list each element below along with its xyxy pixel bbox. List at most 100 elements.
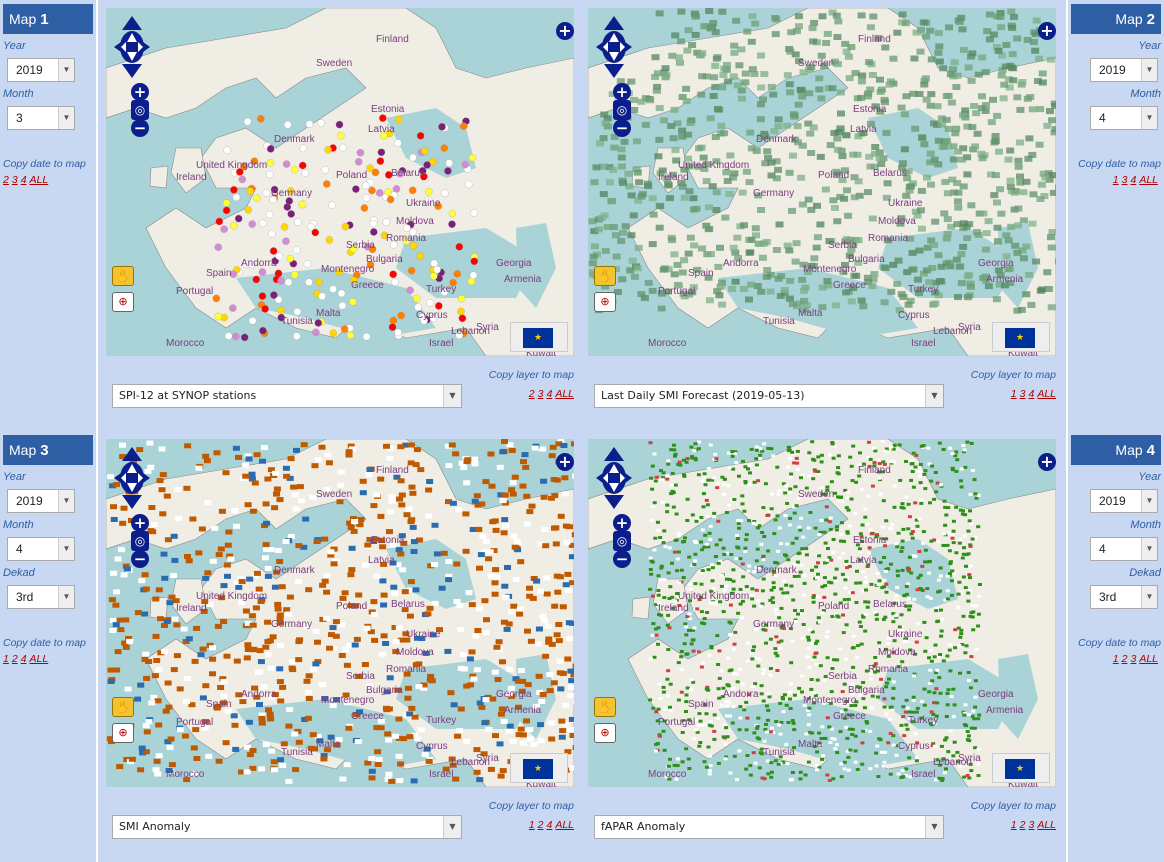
hand-pan-icon[interactable]: ✋: [112, 697, 134, 717]
zoom-in-icon[interactable]: +: [613, 83, 631, 101]
copy-date-link-3[interactable]: 3: [1121, 174, 1128, 186]
map-viewport[interactable]: Finland Sweden Estonia Latvia Denmark United …: [588, 8, 1056, 356]
map-canvas[interactable]: [106, 8, 574, 356]
copy-date-link-3[interactable]: 3: [1130, 653, 1137, 665]
fapar-cell: [845, 736, 850, 740]
layer-select[interactable]: Last Daily SMI Forecast (2019-05-13) ▼: [594, 384, 944, 408]
copy-date-link-all[interactable]: ALL: [29, 653, 49, 665]
year-select[interactable]: 2019 ▼: [1090, 58, 1158, 82]
year-select[interactable]: 2019 ▼: [1090, 489, 1158, 513]
zoom-box-icon[interactable]: ⊕: [112, 292, 134, 312]
fapar-cell: [731, 467, 736, 471]
zoom-out-icon[interactable]: −: [131, 550, 149, 568]
copy-date-link-1[interactable]: 1: [3, 653, 9, 665]
globe-icon[interactable]: ◎: [131, 531, 149, 551]
month-select[interactable]: 3 ▼: [7, 106, 75, 130]
zoom-in-icon[interactable]: +: [613, 514, 631, 532]
copy-date-link-4[interactable]: 4: [1130, 174, 1137, 186]
zoom-out-icon[interactable]: −: [613, 119, 631, 137]
globe-icon[interactable]: ◎: [131, 100, 149, 120]
layer-select[interactable]: SPI-12 at SYNOP stations ▼: [112, 384, 462, 408]
copy-date-link-4[interactable]: 4: [20, 653, 27, 665]
month-select[interactable]: 4 ▼: [1090, 106, 1158, 130]
layer-switcher-icon[interactable]: +: [556, 22, 574, 40]
copy-date-link-2[interactable]: 2: [3, 174, 9, 186]
forecast-cell: [948, 176, 957, 183]
pan-arrows-icon[interactable]: [596, 16, 632, 78]
zoom-box-icon[interactable]: ⊕: [594, 292, 616, 312]
zoom-out-icon[interactable]: −: [613, 550, 631, 568]
copy-layer-link-3[interactable]: 3: [1028, 819, 1035, 831]
fapar-cell: [800, 609, 804, 613]
copy-layer-link-4[interactable]: 4: [546, 388, 553, 400]
copy-date-link-3[interactable]: 3: [11, 174, 18, 186]
copy-date-link-1[interactable]: 1: [1112, 174, 1119, 186]
copy-date-link-2[interactable]: 2: [1121, 653, 1128, 665]
globe-icon[interactable]: ◎: [613, 531, 631, 551]
copy-layer-link-all[interactable]: ALL: [555, 388, 574, 400]
hand-pan-icon[interactable]: ✋: [594, 266, 616, 286]
forecast-cell: [931, 300, 940, 307]
layer-switcher-icon[interactable]: +: [1038, 453, 1056, 471]
copy-layer-link-3[interactable]: 3: [1019, 388, 1026, 400]
layer-switcher-icon[interactable]: +: [1038, 22, 1056, 40]
copy-layer-link-4[interactable]: 4: [1028, 388, 1035, 400]
smi-cell: [393, 474, 401, 480]
zoom-box-icon[interactable]: ⊕: [594, 723, 616, 743]
copy-layer-link-all[interactable]: ALL: [555, 819, 574, 831]
year-select[interactable]: 2019 ▼: [7, 489, 75, 513]
forecast-cell: [842, 48, 851, 55]
copy-date-link-4[interactable]: 4: [20, 174, 27, 186]
smi-cell: [462, 548, 470, 554]
copy-layer-link-2[interactable]: 2: [1019, 819, 1026, 831]
map-viewport[interactable]: Finland Sweden Estonia Latvia Denmark United …: [106, 8, 574, 356]
smi-cell: [218, 508, 226, 514]
zoom-box-icon[interactable]: ⊕: [112, 723, 134, 743]
pan-control[interactable]: + ◎ −: [596, 16, 632, 137]
month-select[interactable]: 4 ▼: [7, 537, 75, 561]
station-marker: [354, 158, 363, 166]
copy-layer-link-2[interactable]: 2: [537, 819, 544, 831]
hand-pan-icon[interactable]: ✋: [594, 697, 616, 717]
map-canvas[interactable]: [106, 439, 574, 787]
zoom-out-icon[interactable]: −: [131, 119, 149, 137]
copy-layer-link-all[interactable]: ALL: [1037, 388, 1056, 400]
layer-switcher-icon[interactable]: +: [556, 453, 574, 471]
forecast-cell: [760, 71, 769, 78]
copy-date-link-2[interactable]: 2: [11, 653, 18, 665]
dekad-select[interactable]: 3rd ▼: [7, 585, 75, 609]
map-canvas[interactable]: [588, 8, 1056, 356]
map-viewport[interactable]: Finland Sweden Estonia Latvia Denmark United …: [106, 439, 574, 787]
copy-layer-link-1[interactable]: 1: [1010, 388, 1017, 400]
layer-select[interactable]: fAPAR Anomaly ▼: [594, 815, 944, 839]
pan-control[interactable]: + ◎ −: [596, 447, 632, 568]
map-viewport[interactable]: Finland Sweden Estonia Latvia Denmark United …: [588, 439, 1056, 787]
globe-icon[interactable]: ◎: [613, 100, 631, 120]
copy-date-link-all[interactable]: ALL: [1139, 174, 1158, 186]
year-select[interactable]: 2019 ▼: [7, 58, 75, 82]
copy-layer-link-2[interactable]: 2: [528, 388, 535, 400]
pan-arrows-icon[interactable]: [114, 16, 150, 78]
smi-cell: [572, 663, 574, 669]
copy-layer-link-all[interactable]: ALL: [1037, 819, 1056, 831]
smi-cell: [536, 689, 544, 695]
dekad-select[interactable]: 3rd ▼: [1090, 585, 1158, 609]
pan-control[interactable]: + ◎ −: [114, 16, 150, 137]
copy-layer-link-3[interactable]: 3: [537, 388, 544, 400]
layer-select[interactable]: SMI Anomaly ▼: [112, 815, 462, 839]
copy-date-link-1[interactable]: 1: [1112, 653, 1119, 665]
copy-date-link-all[interactable]: ALL: [1139, 653, 1158, 665]
copy-layer-link-1[interactable]: 1: [528, 819, 535, 831]
pan-arrows-icon[interactable]: [596, 447, 632, 509]
map-canvas[interactable]: [588, 439, 1056, 787]
month-select[interactable]: 4 ▼: [1090, 537, 1158, 561]
zoom-in-icon[interactable]: +: [131, 83, 149, 101]
fapar-cell: [697, 712, 702, 716]
zoom-in-icon[interactable]: +: [131, 514, 149, 532]
pan-control[interactable]: + ◎ −: [114, 447, 150, 568]
pan-arrows-icon[interactable]: [114, 447, 150, 509]
copy-date-link-all[interactable]: ALL: [29, 174, 49, 186]
copy-layer-link-1[interactable]: 1: [1010, 819, 1017, 831]
copy-layer-link-4[interactable]: 4: [546, 819, 553, 831]
hand-pan-icon[interactable]: ✋: [112, 266, 134, 286]
